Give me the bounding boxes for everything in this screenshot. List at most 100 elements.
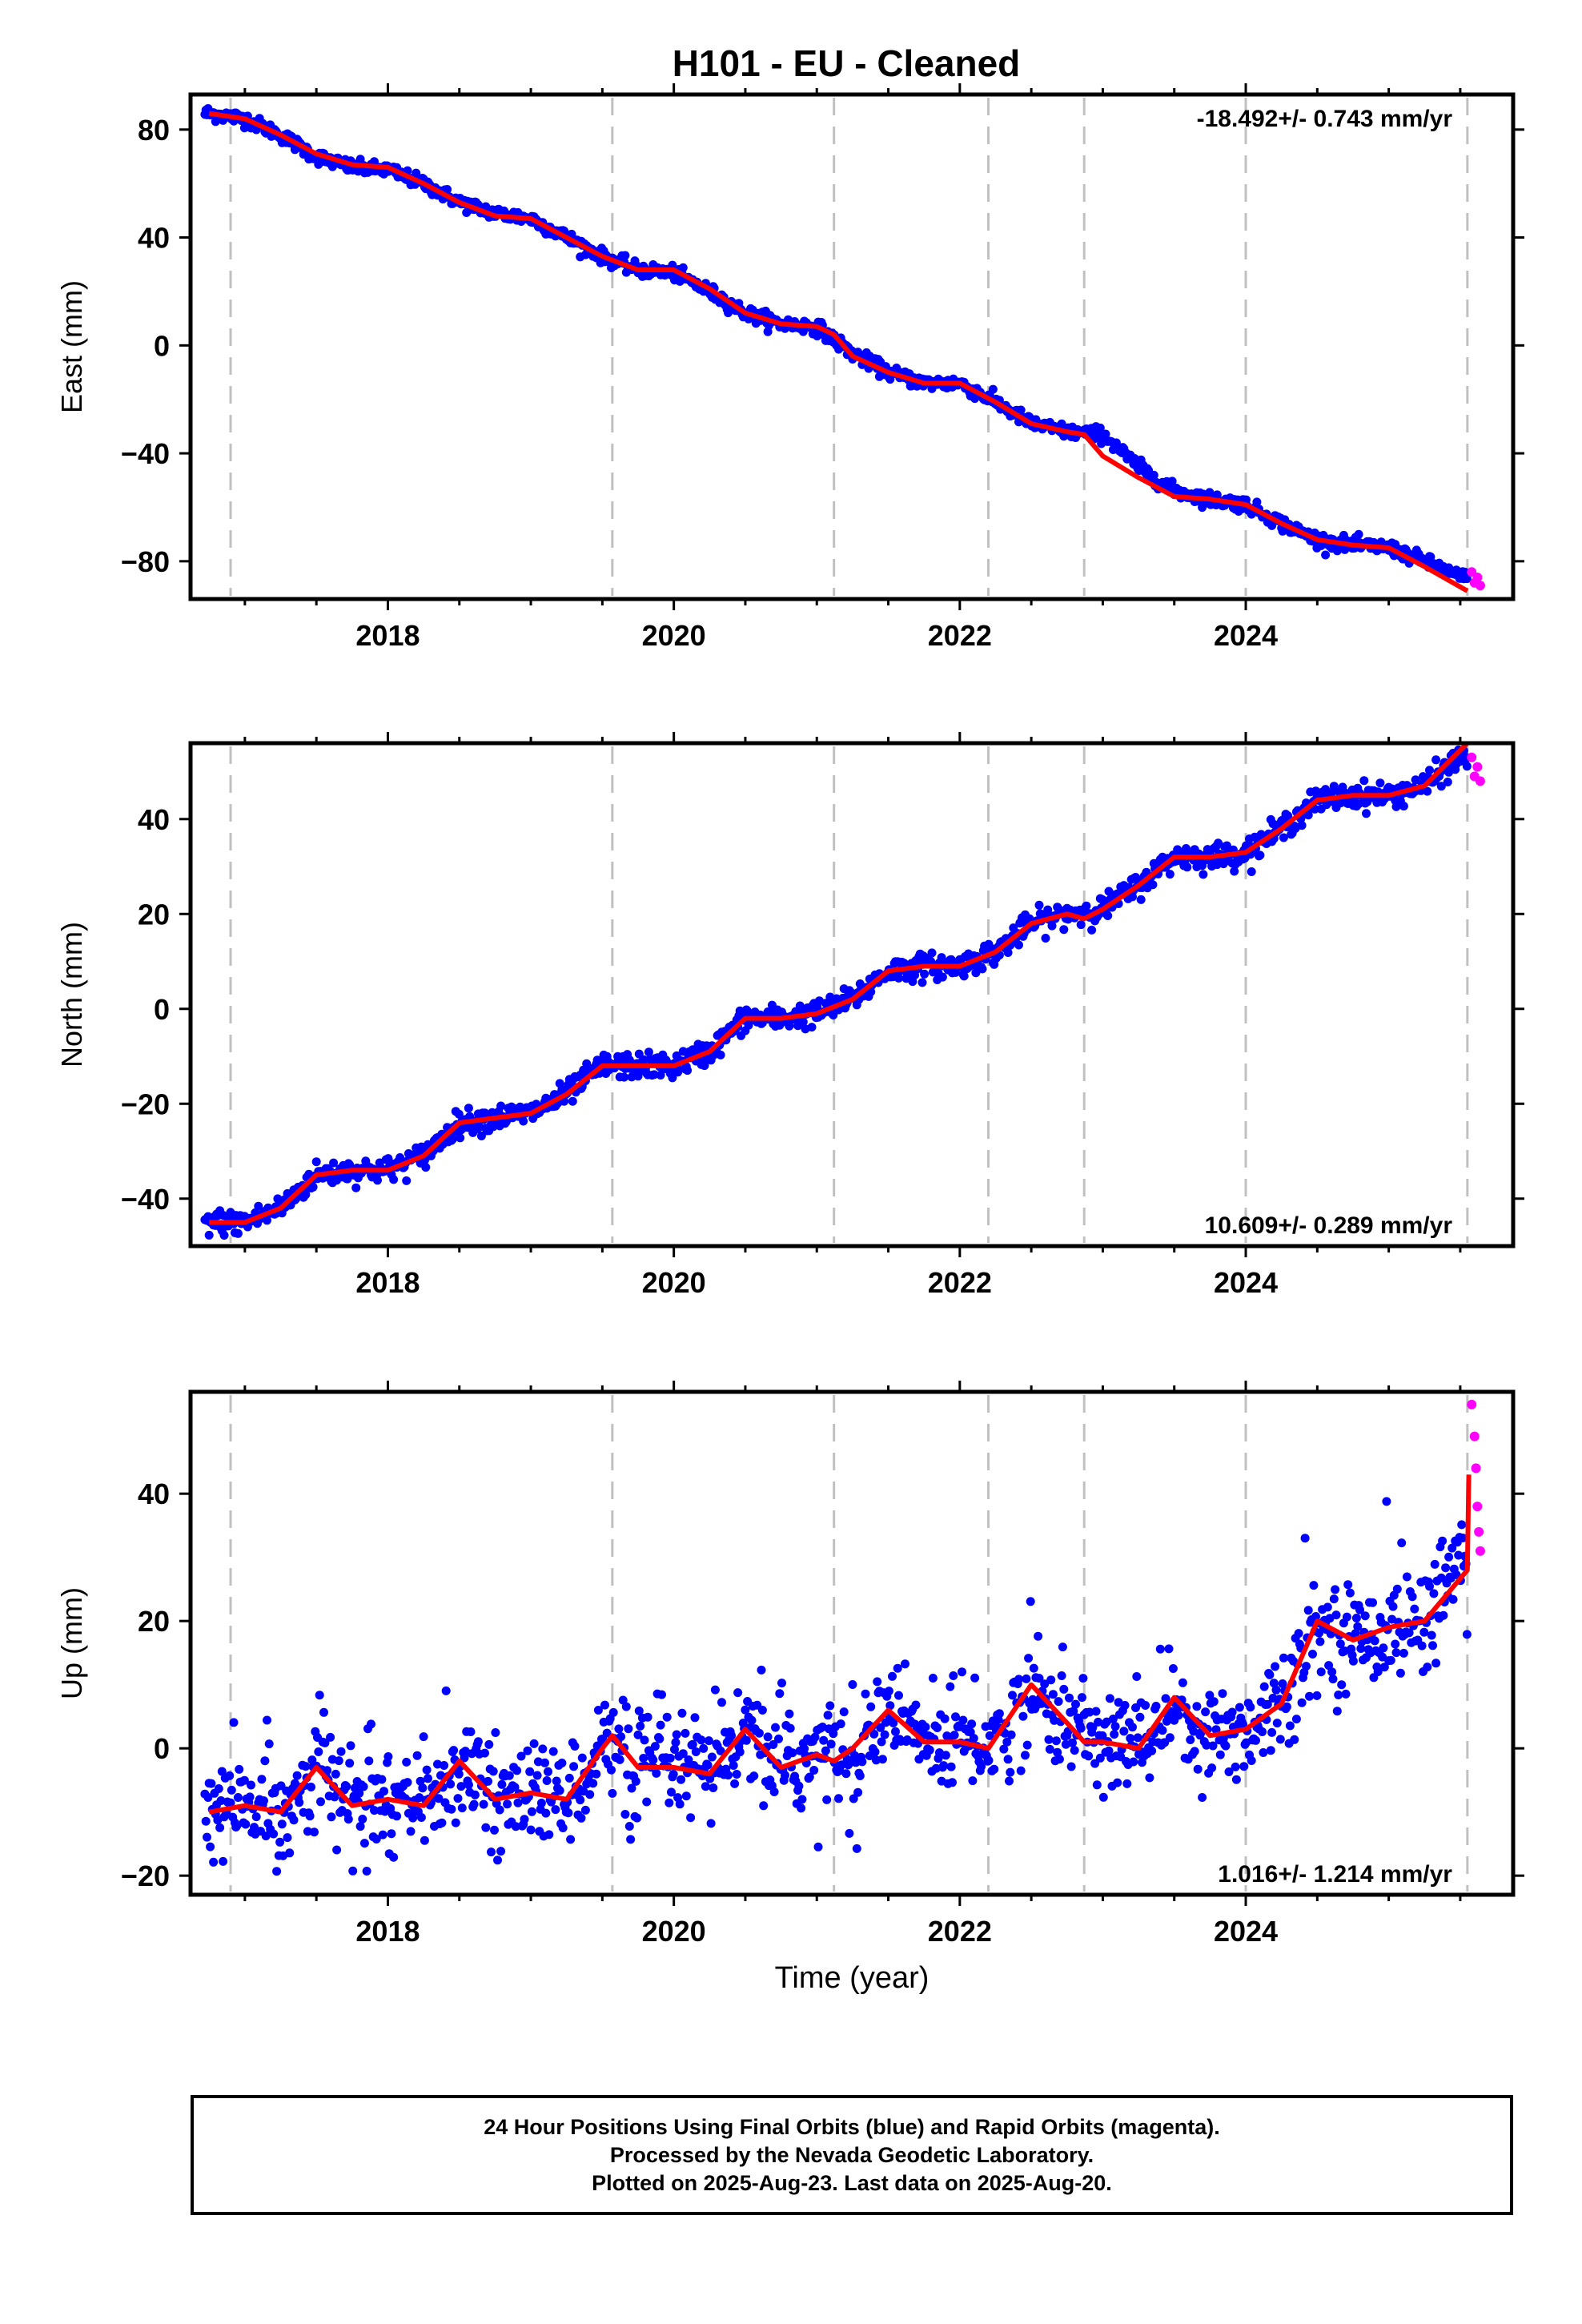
data-point <box>260 1756 270 1766</box>
data-point <box>1444 1552 1454 1562</box>
data-point <box>540 1758 549 1767</box>
data-point <box>1391 1639 1400 1649</box>
data-point <box>1368 1598 1377 1607</box>
data-point <box>1379 1663 1389 1672</box>
data-point <box>984 1755 994 1765</box>
data-point <box>551 1805 560 1815</box>
data-point <box>343 1815 353 1824</box>
data-point <box>706 1819 716 1828</box>
data-point <box>813 332 822 341</box>
data-point <box>1018 1711 1028 1721</box>
data-point <box>1193 1764 1203 1774</box>
rapid-orbit-points <box>1467 1399 1485 1556</box>
data-point <box>314 1747 323 1756</box>
data-point <box>285 1848 295 1858</box>
data-point <box>644 1047 653 1057</box>
data-point <box>484 1739 494 1749</box>
data-point <box>1354 529 1363 539</box>
data-point <box>334 1756 343 1766</box>
data-point <box>1003 948 1013 957</box>
data-point <box>1427 1630 1436 1640</box>
data-point <box>434 1794 444 1803</box>
data-point <box>757 1665 766 1675</box>
rapid-orbit-points <box>1467 567 1485 591</box>
data-point <box>681 1791 691 1801</box>
data-point <box>1448 1594 1458 1604</box>
data-point <box>1334 1691 1343 1699</box>
final-orbit-points <box>200 1497 1472 1876</box>
data-point <box>527 1807 536 1816</box>
data-point <box>877 1755 887 1764</box>
data-point <box>403 1778 412 1787</box>
data-point <box>1110 1722 1120 1731</box>
data-point <box>364 1756 374 1766</box>
data-point <box>1108 1715 1118 1723</box>
data-point <box>1214 838 1223 848</box>
data-point <box>834 1794 843 1803</box>
data-point <box>1399 1648 1408 1658</box>
data-point <box>206 1842 215 1852</box>
data-point <box>1190 1747 1199 1756</box>
data-point <box>1129 1757 1138 1767</box>
data-point <box>621 1702 631 1711</box>
data-point <box>493 1856 502 1865</box>
data-point <box>1014 1675 1023 1684</box>
data-point <box>785 1709 794 1719</box>
data-point <box>1046 1675 1056 1685</box>
data-point <box>247 1780 255 1790</box>
data-point <box>1362 809 1371 818</box>
data-point <box>1119 1727 1129 1736</box>
data-point <box>1158 1726 1167 1735</box>
data-point <box>484 1776 492 1786</box>
data-point <box>1342 1612 1351 1622</box>
data-point <box>624 1724 633 1734</box>
footer-line-2: Processed by the Nevada Geodetic Laborat… <box>609 2142 1094 2167</box>
data-point <box>311 1157 321 1167</box>
data-point <box>704 1736 713 1746</box>
data-point <box>292 1771 302 1780</box>
data-point <box>614 1724 624 1734</box>
data-point <box>716 1050 725 1059</box>
data-point <box>1054 1697 1063 1707</box>
data-point <box>326 1732 335 1742</box>
data-point <box>917 978 927 987</box>
data-point <box>1351 1614 1361 1622</box>
data-point <box>707 1752 717 1762</box>
final-orbit-points <box>200 745 1472 1240</box>
data-point <box>283 1833 292 1843</box>
data-point <box>370 1806 379 1815</box>
data-point <box>536 1799 546 1807</box>
data-point <box>1087 925 1097 935</box>
data-point <box>570 1742 580 1751</box>
data-point <box>1417 1641 1427 1651</box>
data-point <box>257 1775 267 1784</box>
data-point <box>576 1795 585 1805</box>
data-point <box>1458 1534 1468 1542</box>
data-point <box>891 1727 900 1736</box>
y-tick-label: −20 <box>121 1088 170 1120</box>
data-point <box>710 1685 720 1695</box>
x-tick-label: 2018 <box>355 1266 420 1299</box>
data-point <box>841 1769 851 1779</box>
data-point <box>911 1700 921 1710</box>
data-point <box>662 1712 672 1722</box>
x-tick-label: 2020 <box>642 1915 706 1948</box>
data-point <box>1423 786 1432 796</box>
data-point <box>1426 552 1435 561</box>
data-point <box>1212 490 1222 500</box>
data-point <box>885 375 895 384</box>
data-point <box>532 1771 542 1780</box>
data-point <box>290 1779 299 1788</box>
data-point <box>949 1671 958 1680</box>
data-point <box>1462 1630 1472 1639</box>
data-point <box>451 1818 460 1827</box>
data-point <box>1151 1702 1161 1711</box>
data-point <box>889 1719 898 1727</box>
data-point <box>894 1691 903 1700</box>
data-point <box>829 1729 838 1739</box>
data-point <box>424 1774 432 1783</box>
data-point <box>933 1723 942 1732</box>
data-point <box>301 1190 311 1200</box>
data-point <box>754 1728 764 1738</box>
data-point <box>1034 1631 1043 1641</box>
